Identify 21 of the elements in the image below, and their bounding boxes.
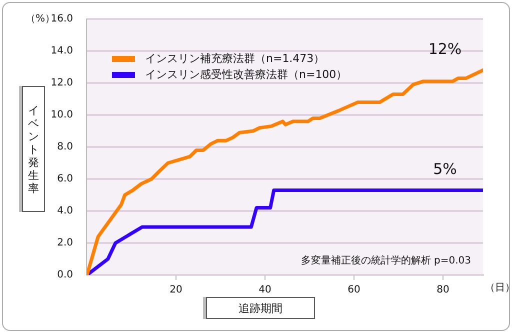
y-tick-label: 4.0 [57, 206, 73, 217]
y-tick-label: 12.0 [50, 78, 73, 89]
x-tick-label: 80 [436, 284, 450, 296]
annotation: 12% [428, 40, 462, 58]
x-axis-title: 追跡期間 [206, 297, 315, 319]
x-tick-label: 20 [170, 284, 182, 296]
y-tick-label: 2.0 [57, 238, 73, 249]
y-tick-label: 0.0 [57, 270, 73, 281]
annotation: 多変量補正後の統計学的解析 p=0.03 [300, 254, 471, 267]
annotation: 5% [433, 160, 457, 178]
y-tick-label: 16.0 [50, 14, 73, 25]
y-tick-label: 6.0 [57, 174, 73, 185]
x-tick-label: 60 [348, 284, 360, 296]
y-tick-label: 10.0 [50, 110, 73, 121]
x-tick-label: 40 [258, 284, 272, 296]
y-tick-label: 14.0 [50, 46, 73, 57]
y-tick-label: 8.0 [57, 142, 73, 153]
text: （日） [485, 282, 515, 294]
legend-label: インスリン補充療法群（n=1.473） [145, 52, 325, 65]
y-axis-title: イベント発生率 [28, 104, 39, 194]
legend-label: インスリン感受性改善療法群（n=100） [145, 68, 348, 81]
